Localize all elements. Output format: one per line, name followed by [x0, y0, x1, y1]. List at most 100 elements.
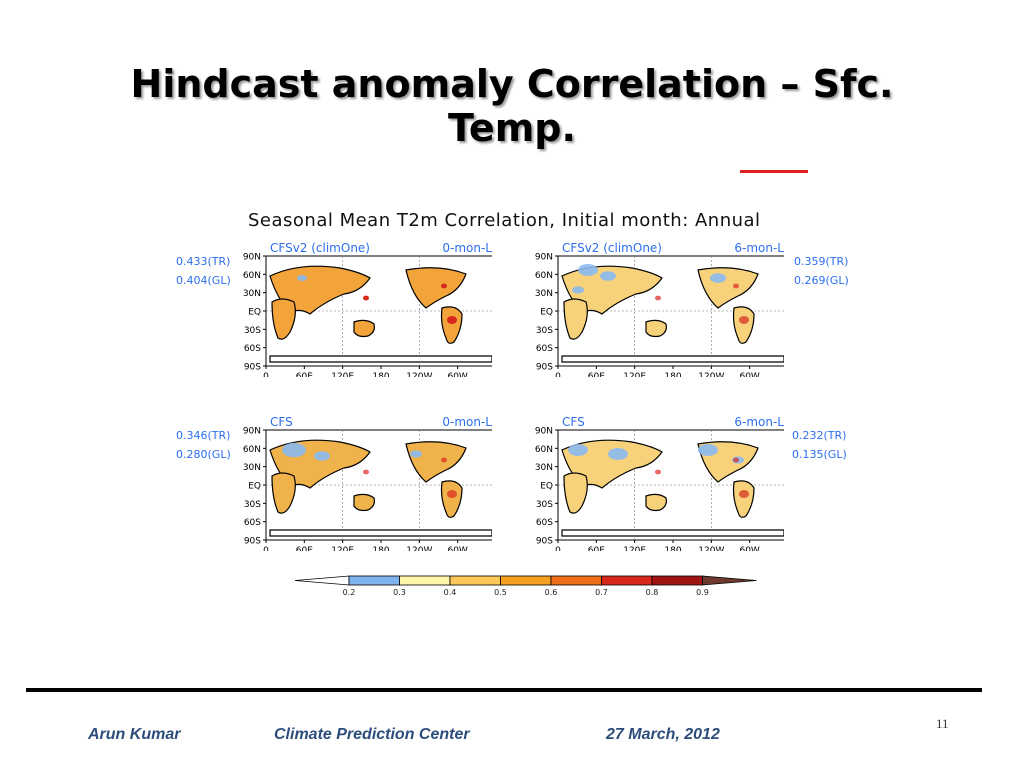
panel-model: CFSv2 (climOne) [562, 242, 662, 255]
lon-tick-label: 180 [664, 546, 681, 551]
colorbar-tick-label: 0.5 [494, 588, 507, 597]
panel-lead: 6-mon-L [734, 416, 784, 429]
lon-tick-label: 60W [739, 546, 759, 551]
lon-tick-label: 120W [698, 372, 724, 377]
land-masses [269, 439, 492, 537]
lat-tick-label: 30N [243, 463, 261, 473]
lat-tick-label: EQ [540, 308, 553, 318]
lat-tick-label: 30S [244, 326, 261, 336]
lon-tick-label: 120E [331, 546, 354, 551]
colorbar-tick-label: 0.6 [545, 588, 558, 597]
map-panel: CFSv2 (climOne) 0-mon-L 90N 60N 30N EQ 30S 60S 9… [243, 242, 492, 377]
lat-tick-label: 90S [244, 363, 261, 373]
lat-tick-label: 90S [536, 537, 553, 547]
lon-tick-label: 180 [372, 372, 389, 377]
panel-model: CFS [270, 416, 293, 429]
lon-tick-label: 60W [447, 372, 467, 377]
lat-tick-label: 90N [243, 253, 261, 263]
lon-tick-label: 120W [698, 546, 724, 551]
colorbar-tick-label: 0.2 [343, 588, 356, 597]
lat-tick-label: 30N [243, 289, 261, 299]
lon-tick-label: 0 [263, 546, 269, 551]
panel-lead: 6-mon-L [734, 242, 784, 255]
lat-tick-label: 60S [536, 518, 553, 528]
lat-tick-label: 60S [244, 344, 261, 354]
lat-tick-label: 30N [535, 463, 553, 473]
lat-tick-label: 60N [535, 271, 553, 281]
colorbar-tick-label: 0.9 [696, 588, 709, 597]
colorbar-tick-label: 0.8 [646, 588, 659, 597]
panel-model: CFS [562, 416, 585, 429]
panel-lead: 0-mon-L [442, 242, 492, 255]
land-masses [561, 439, 784, 537]
footer-org: Climate Prediction Center [274, 726, 470, 743]
lon-tick-label: 120E [331, 372, 354, 377]
footer-rule [26, 688, 982, 692]
lat-tick-label: 60N [243, 445, 261, 455]
colorbar-cell [651, 575, 703, 586]
colorbar-cell [295, 575, 350, 586]
lat-tick-label: EQ [540, 482, 553, 492]
page-number: 11 [936, 716, 949, 731]
stat-panel-3: 0.346(TR) 0.280(GL) [176, 426, 231, 464]
lon-tick-label: 0 [263, 372, 269, 377]
colorbar-cell [702, 575, 757, 586]
stat-panel-2: 0.359(TR) 0.269(GL) [794, 252, 849, 290]
lat-tick-label: 90N [243, 427, 261, 437]
stat-gl: 0.280(GL) [176, 448, 231, 461]
lat-tick-label: 90S [244, 537, 261, 547]
colorbar-cell [399, 575, 451, 586]
stat-tr: 0.433(TR) [176, 255, 231, 268]
lat-tick-label: 60N [243, 271, 261, 281]
colorbar-tick-label: 0.4 [444, 588, 457, 597]
lon-tick-label: 60E [296, 546, 313, 551]
lon-tick-label: 0 [555, 546, 561, 551]
colorbar-cell [601, 575, 653, 586]
colorbar-cell [348, 575, 400, 586]
stat-gl: 0.269(GL) [794, 274, 849, 287]
lat-tick-label: 60N [535, 445, 553, 455]
lon-tick-label: 120W [406, 372, 432, 377]
lat-tick-label: EQ [248, 308, 261, 318]
colorbar: 0.2 0.3 0.4 0.5 0.6 0.7 0.8 0.9 [295, 575, 757, 597]
colorbar-cell [449, 575, 501, 586]
map-panel: CFSv2 (climOne) 6-mon-L 90N 60N 30N EQ 30S 60S 9… [535, 242, 784, 377]
lat-tick-label: 90N [535, 427, 553, 437]
stat-panel-4: 0.232(TR) 0.135(GL) [792, 426, 847, 464]
lon-tick-label: 0 [555, 372, 561, 377]
lat-tick-label: 90S [536, 363, 553, 373]
lon-tick-label: 180 [664, 372, 681, 377]
lat-tick-label: 30N [535, 289, 553, 299]
stat-gl: 0.135(GL) [792, 448, 847, 461]
lat-tick-label: 90N [535, 253, 553, 263]
lat-tick-label: 30S [244, 500, 261, 510]
footer-date: 27 March, 2012 [606, 726, 720, 743]
colorbar-cell [500, 575, 552, 586]
land-masses [269, 265, 492, 363]
lon-tick-label: 180 [372, 546, 389, 551]
title-accent-line [740, 170, 808, 173]
stat-tr: 0.359(TR) [794, 255, 849, 268]
panel-lead: 0-mon-L [442, 416, 492, 429]
land-masses [561, 264, 784, 363]
stat-panel-1: 0.433(TR) 0.404(GL) [176, 252, 231, 290]
stat-tr: 0.346(TR) [176, 429, 231, 442]
lon-tick-label: 60E [588, 546, 605, 551]
figure-title: Seasonal Mean T2m Correlation, Initial m… [248, 210, 761, 231]
lat-tick-label: 60S [536, 344, 553, 354]
lon-tick-label: 120W [406, 546, 432, 551]
footer-author: Arun Kumar [88, 726, 181, 743]
lat-tick-label: 30S [536, 326, 553, 336]
stat-tr: 0.232(TR) [792, 429, 847, 442]
lon-tick-label: 60W [739, 372, 759, 377]
panel-model: CFSv2 (climOne) [270, 242, 370, 255]
lat-tick-label: 30S [536, 500, 553, 510]
stat-gl: 0.404(GL) [176, 274, 231, 287]
lon-tick-label: 120E [623, 546, 646, 551]
lon-tick-label: 60W [447, 546, 467, 551]
colorbar-tick-label: 0.3 [393, 588, 406, 597]
lon-tick-label: 60E [296, 372, 313, 377]
lat-tick-label: 60S [244, 518, 261, 528]
